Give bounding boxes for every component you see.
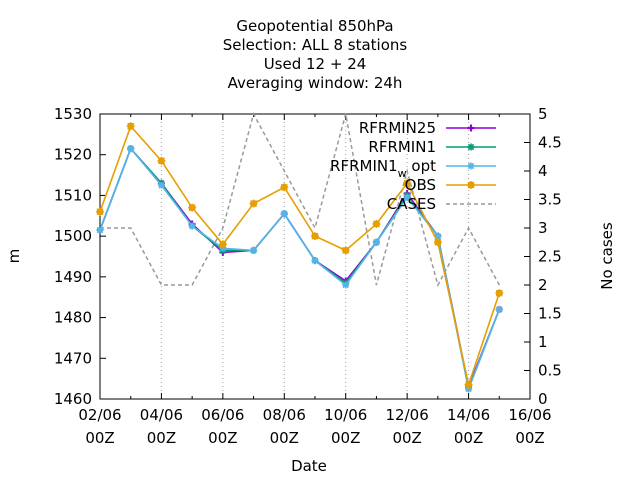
y2-tick-label: 2 [538, 276, 548, 294]
data-point [372, 219, 381, 228]
series-rfrmin1 [96, 145, 503, 393]
x-tick-label-time: 00Z [331, 429, 360, 447]
title-line: Averaging window: 24h [228, 74, 403, 92]
data-point [96, 207, 104, 216]
legend-label: RFRMIN1w opt [330, 157, 436, 180]
y-tick-label: 1480 [54, 309, 92, 327]
y2-tick-label: 4.5 [538, 134, 562, 152]
title-line: Selection: ALL 8 stations [223, 36, 408, 54]
y2-tick-label: 3 [538, 219, 548, 237]
x-tick-label: 16/06 [508, 406, 551, 424]
y-tick-label: 1500 [54, 227, 92, 245]
y2-tick-label: 3.5 [538, 191, 562, 209]
series-line [100, 111, 500, 288]
data-point [403, 179, 412, 188]
y-tick-label: 1520 [54, 146, 92, 164]
data-point [464, 380, 473, 389]
legend-label: RFRMIN25 [359, 119, 436, 137]
x-tick-label-time: 00Z [270, 429, 299, 447]
data-point [342, 281, 350, 289]
y2-axis-label: No cases [598, 222, 616, 290]
y2-tick-label: 4 [538, 162, 548, 180]
legend-label: RFRMIN1 [368, 138, 436, 156]
y-tick-label: 1510 [54, 186, 92, 204]
x-tick-label-time: 00Z [515, 429, 544, 447]
x-tick-label: 12/06 [386, 406, 429, 424]
x-tick-label-time: 00Z [85, 429, 114, 447]
data-point [433, 238, 442, 247]
x-tick-label: 06/06 [201, 406, 244, 424]
x-tick-label: 10/06 [324, 406, 367, 424]
y2-tick-label: 0.5 [538, 362, 562, 380]
series-obs [96, 122, 504, 389]
data-point [311, 232, 319, 241]
y-tick-label: 1460 [54, 390, 92, 408]
y2-tick-label: 2.5 [538, 248, 562, 266]
series-rfrmin1-w-opt [96, 145, 503, 393]
x-tick-label: 04/06 [140, 406, 183, 424]
title-line: Geopotential 850hPa [236, 17, 393, 35]
data-point [495, 305, 503, 313]
y-tick-label: 1470 [54, 349, 92, 367]
x-tick-label: 02/06 [78, 406, 121, 424]
series-rfrmin25 [96, 145, 503, 391]
x-tick-label: 14/06 [447, 406, 490, 424]
data-point [188, 203, 197, 212]
data-point [467, 124, 475, 132]
legend-item: RFRMIN1 [368, 138, 496, 156]
x-axis-label: Date [291, 457, 327, 475]
data-point [467, 143, 475, 151]
y2-tick-label: 1.5 [538, 305, 562, 323]
y-tick-label: 1490 [54, 268, 92, 286]
x-tick-label-time: 00Z [454, 429, 483, 447]
data-point [96, 226, 104, 234]
data-point [280, 210, 288, 218]
data-point [157, 156, 166, 165]
legend-label: OBS [405, 176, 436, 194]
data-point [126, 122, 135, 131]
y2-tick-label: 5 [538, 105, 548, 123]
y2-axis-ticks: 0 0.5 1 1.5 2 2.5 3 3.5 4 4.5 5 [524, 105, 562, 408]
data-point [280, 183, 289, 192]
data-point [467, 181, 475, 189]
x-tick-label: 08/06 [263, 406, 306, 424]
title-line: Used 12 + 24 [264, 55, 367, 73]
data-point [127, 145, 135, 153]
legend-item: CASES [387, 195, 496, 213]
x-tick-label-time: 00Z [147, 429, 176, 447]
plot-frame [99, 113, 531, 400]
series-line [99, 124, 501, 388]
x-tick-label-time: 00Z [392, 429, 421, 447]
legend-label: CASES [387, 195, 436, 213]
legend-item: RFRMIN1w opt [330, 157, 496, 180]
data-point [467, 162, 475, 170]
data-series [96, 111, 504, 393]
y-axis-ticks: 1460 1470 1480 1490 1500 1510 1520 1530 [54, 105, 106, 408]
y2-tick-label: 1 [538, 333, 548, 351]
data-point [218, 240, 227, 249]
data-point [250, 246, 258, 254]
y2-tick-label: 0 [538, 390, 548, 408]
data-point [372, 238, 380, 246]
x-axis-ticks: 02/06 00Z 04/06 00Z 06/06 00Z 08/06 00Z 10/06 00Z… [78, 114, 552, 447]
series-cases [100, 111, 500, 288]
series-line [99, 147, 501, 392]
data-point [249, 199, 258, 208]
legend-item: OBS [405, 176, 496, 194]
data-point [311, 257, 319, 265]
x-tick-label-time: 00Z [208, 429, 237, 447]
data-point [341, 246, 350, 255]
legend-item: RFRMIN25 [359, 119, 496, 137]
y-tick-label: 1530 [54, 105, 92, 123]
data-point [403, 193, 411, 201]
data-point [157, 181, 165, 189]
y-axis-label: m [5, 249, 23, 264]
data-point [495, 289, 504, 298]
data-point [188, 222, 196, 230]
